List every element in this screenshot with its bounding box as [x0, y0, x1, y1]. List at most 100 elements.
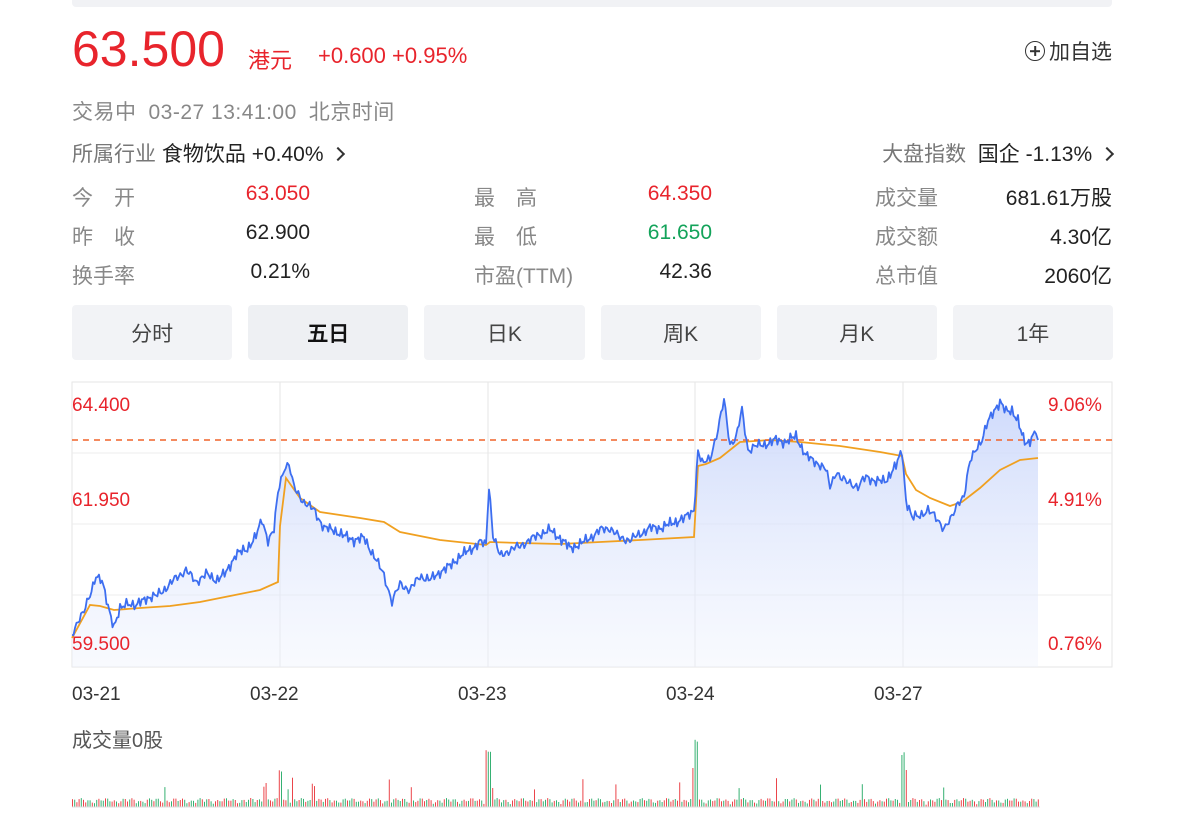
- five-day-chart[interactable]: 64.400 61.950 59.500 9.06% 4.91% 0.76% 0…: [0, 370, 1200, 820]
- volume-bar: [421, 798, 423, 807]
- stat-label: 昨 收: [72, 226, 135, 249]
- change-amount: +0.600: [318, 43, 386, 68]
- volume-bar: [243, 799, 245, 807]
- volume-bar: [971, 799, 973, 807]
- volume-bar: [870, 798, 872, 807]
- volume-bar: [593, 800, 595, 807]
- volume-bar: [611, 803, 612, 807]
- volume-bar: [1033, 799, 1035, 807]
- volume-bar: [272, 801, 274, 807]
- volume-bar: [78, 799, 80, 807]
- stat-low: 最 低 61.650: [474, 221, 712, 251]
- volume-bar: [809, 799, 810, 807]
- volume-bar: [107, 798, 109, 807]
- volume-bar: [146, 799, 148, 807]
- volume-bar: [820, 784, 821, 807]
- volume-bar: [826, 801, 828, 807]
- tab-monthly-k[interactable]: 月K: [776, 305, 937, 360]
- volume-bar: [265, 783, 267, 807]
- volume-bar: [133, 799, 135, 807]
- volume-bar: [639, 799, 641, 807]
- volume-bar: [571, 798, 573, 807]
- volume-bar: [782, 801, 784, 807]
- volume-bar: [375, 799, 377, 807]
- stat-value: 62.900: [245, 221, 310, 244]
- volume-bar: [261, 801, 263, 807]
- volume-bar: [259, 799, 260, 807]
- volume-bar: [978, 801, 980, 807]
- volume-bar: [738, 788, 740, 807]
- volume-bar: [806, 803, 808, 807]
- industry-link[interactable]: 所属行业 食物饮品 +0.40%: [72, 138, 346, 168]
- volume-bar: [987, 799, 989, 807]
- volume-bar: [463, 799, 465, 807]
- volume-bar: [303, 798, 304, 807]
- volume-bar: [549, 799, 551, 807]
- volume-bar: [219, 801, 221, 807]
- volume-bar: [974, 801, 975, 807]
- volume-bar: [567, 799, 568, 807]
- volume-bar: [479, 799, 480, 807]
- y-axis-label-top: 64.400: [72, 395, 131, 416]
- period-tabs: 分时 五日 日K 周K 月K 1年: [72, 305, 1114, 360]
- volume-bar: [936, 798, 938, 807]
- volume-bar: [353, 798, 355, 807]
- volume-bar: [589, 799, 590, 807]
- x-axis-label: 03-22: [250, 684, 299, 705]
- change-percent: +0.95%: [392, 43, 468, 68]
- volume-bar: [837, 798, 839, 807]
- volume-bar: [861, 784, 863, 807]
- tab-daily-k[interactable]: 日K: [424, 305, 585, 360]
- volume-bar: [760, 798, 762, 807]
- tab-one-year[interactable]: 1年: [952, 305, 1114, 360]
- volume-bar: [318, 798, 320, 807]
- tab-five-day[interactable]: 五日: [248, 305, 409, 360]
- add-watchlist-button[interactable]: 加自选: [1025, 36, 1112, 66]
- tab-intraday[interactable]: 分时: [72, 305, 233, 360]
- volume-bar: [980, 799, 982, 807]
- volume-bar: [351, 798, 353, 807]
- volume-bar: [492, 788, 494, 807]
- y-axis-label-mid: 61.950: [72, 490, 131, 511]
- volume-bar: [897, 799, 898, 807]
- volume-bar: [776, 778, 777, 807]
- volume-bar: [666, 798, 667, 807]
- volume-bar: [459, 803, 461, 807]
- volume-bar: [545, 799, 546, 807]
- volume-bar: [166, 800, 168, 807]
- volume-bar: [362, 801, 364, 807]
- volume-bar: [872, 801, 874, 807]
- x-axis-label: 03-27: [874, 684, 923, 705]
- volume-bar: [138, 801, 139, 807]
- volume-bar: [355, 801, 357, 807]
- volume-bar: [828, 800, 830, 807]
- volume-bar: [160, 801, 161, 807]
- volume-bar: [228, 800, 230, 807]
- add-circle-icon: [1025, 41, 1045, 61]
- volume-bar: [472, 798, 474, 807]
- volume-bar: [182, 798, 183, 807]
- volume-bar: [723, 800, 725, 807]
- volume-bar: [296, 801, 298, 807]
- volume-bar: [580, 800, 582, 807]
- volume-bar: [624, 798, 626, 807]
- volume-bar: [780, 803, 782, 807]
- volume-bar: [417, 800, 419, 807]
- index-link[interactable]: 大盘指数 国企 -1.13%: [882, 138, 1115, 168]
- volume-title: 成交量0股: [72, 730, 164, 752]
- volume-bar: [1004, 799, 1006, 807]
- volume-bar: [886, 798, 887, 807]
- volume-bar: [637, 802, 639, 807]
- volume-bar: [769, 798, 771, 807]
- stat-label: 总市值: [875, 265, 938, 288]
- volume-bar: [908, 802, 909, 807]
- stat-value: 0.21%: [250, 260, 310, 283]
- tab-weekly-k[interactable]: 周K: [600, 305, 761, 360]
- volume-bar: [822, 801, 824, 807]
- volume-bar: [540, 799, 542, 807]
- volume-bar: [800, 801, 802, 807]
- volume-bar: [725, 799, 727, 807]
- volume-bar: [677, 800, 678, 807]
- volume-bar: [758, 800, 760, 807]
- volume-bar: [320, 799, 322, 807]
